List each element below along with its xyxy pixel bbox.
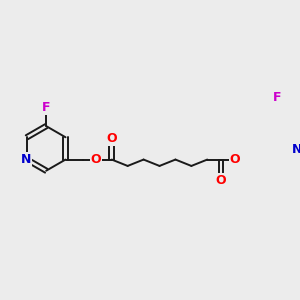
- Text: O: O: [91, 153, 101, 166]
- Text: O: O: [215, 174, 226, 187]
- Text: N: N: [21, 153, 31, 166]
- Text: F: F: [273, 91, 282, 104]
- Text: N: N: [292, 143, 300, 156]
- Text: F: F: [42, 101, 50, 114]
- Text: O: O: [230, 153, 241, 166]
- Text: O: O: [106, 132, 117, 145]
